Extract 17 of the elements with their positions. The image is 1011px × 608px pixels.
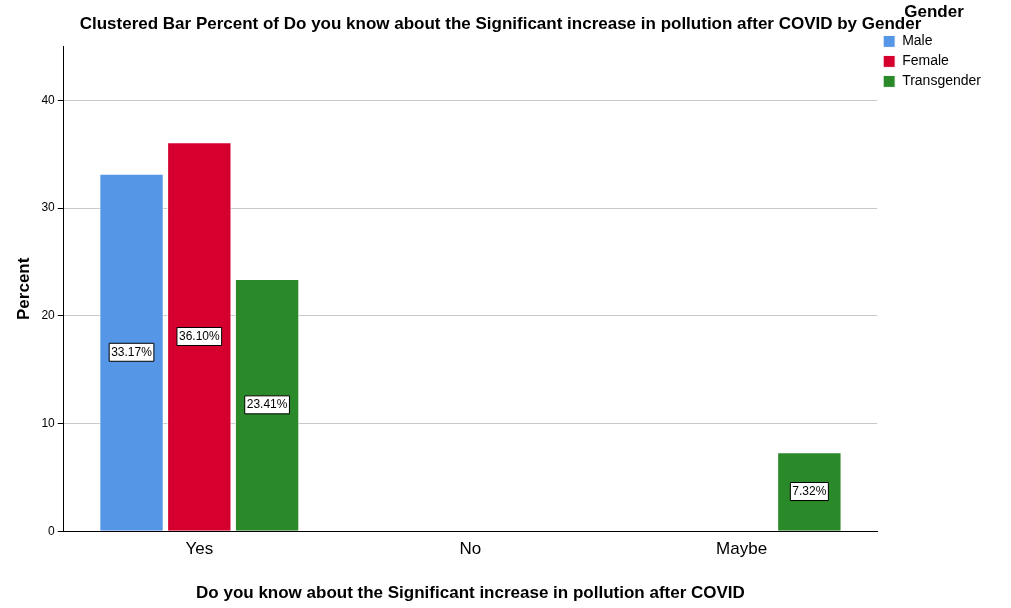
data-label: 36.10% — [178, 328, 220, 343]
x-tick-label: Maybe — [716, 539, 768, 559]
y-tick-label: 40 — [41, 92, 56, 107]
data-label: 7.32% — [792, 483, 827, 498]
y-tick-label: 0 — [48, 523, 56, 538]
x-axis-title: Do you know about the Significant increase in pollution after COVID — [196, 583, 745, 603]
y-tick-label: 10 — [41, 415, 56, 430]
y-axis-title: Percent — [13, 257, 33, 320]
data-label: 33.17% — [111, 344, 153, 359]
x-tick-label: No — [459, 539, 482, 559]
y-tick-label: 20 — [41, 308, 56, 323]
legend-label: Transgender — [902, 72, 982, 89]
x-tick-label: Yes — [185, 539, 214, 559]
data-label: 23.41% — [246, 397, 288, 412]
legend-label: Male — [902, 32, 933, 49]
legend-label: Female — [902, 52, 950, 69]
y-tick-label: 30 — [41, 200, 56, 215]
